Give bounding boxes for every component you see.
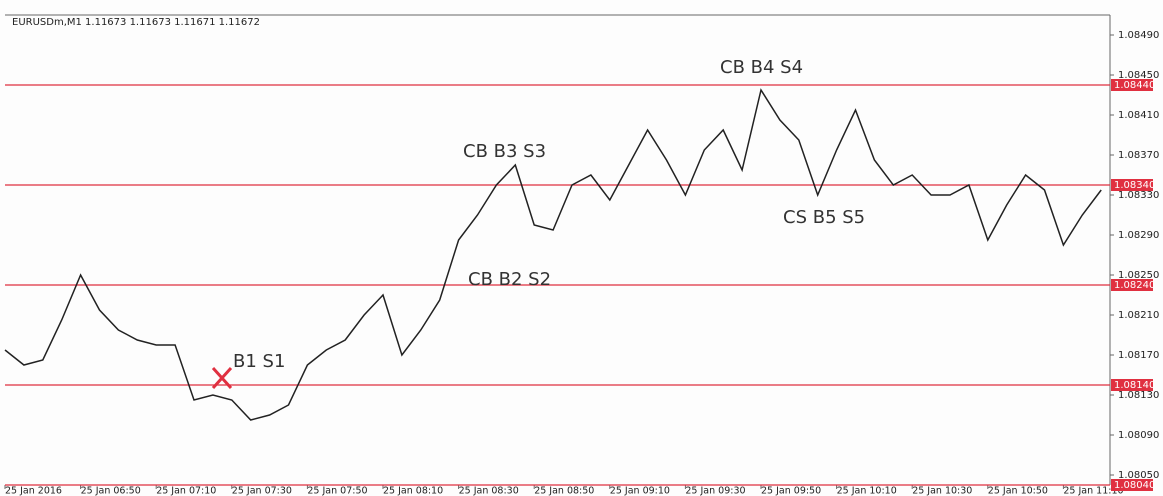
level-box: [1111, 379, 1153, 391]
level-label: 1.08240: [1114, 280, 1155, 291]
y-tick-label: 1.08050: [1118, 470, 1159, 481]
chart-title: EURUSDm,M1 1.11673 1.11673 1.11671 1.116…: [12, 17, 260, 28]
y-tick-label: 1.08370: [1118, 150, 1159, 161]
y-tick-label: 1.08090: [1118, 430, 1159, 441]
level-label: 1.08040: [1114, 480, 1155, 491]
cross-marker: [211, 366, 233, 390]
level-box: [1111, 279, 1153, 291]
x-tick-label: 25 Jan 07:50: [307, 486, 367, 496]
level-box: [1111, 179, 1153, 191]
x-tick-label: 25 Jan 06:50: [81, 486, 141, 496]
y-tick-label: 1.08170: [1118, 350, 1159, 361]
y-tick-label: 1.08130: [1118, 390, 1159, 401]
x-tick-label: 25 Jan 2016: [5, 486, 62, 496]
x-tick-label: 25 Jan 10:50: [988, 486, 1048, 496]
x-tick-label: 25 Jan 07:30: [232, 486, 292, 496]
y-tick-label: 1.08210: [1118, 310, 1159, 321]
y-tick-label: 1.08290: [1118, 230, 1159, 241]
x-tick-label: 25 Jan 07:10: [156, 486, 216, 496]
x-tick-label: 25 Jan 08:30: [459, 486, 519, 496]
level-box: [1111, 79, 1153, 91]
annotation: CB B3 S3: [463, 141, 546, 162]
y-tick-label: 1.08250: [1118, 270, 1159, 281]
y-tick-label: 1.08450: [1118, 70, 1159, 81]
level-label: 1.08140: [1114, 380, 1155, 391]
y-tick-label: 1.08330: [1118, 190, 1159, 201]
x-tick-label: 25 Jan 08:10: [383, 486, 443, 496]
x-tick-label: 25 Jan 11:10: [1063, 486, 1123, 496]
x-tick-label: 25 Jan 10:30: [912, 486, 972, 496]
x-tick-label: 25 Jan 08:50: [534, 486, 594, 496]
annotation: CS B5 S5: [783, 207, 865, 228]
level-box: [1111, 479, 1153, 491]
x-tick-label: 25 Jan 10:10: [837, 486, 897, 496]
level-label: 1.08340: [1114, 180, 1155, 191]
y-tick-label: 1.08490: [1118, 30, 1159, 41]
price-line: [4, 88, 1102, 421]
level-label: 1.08440: [1114, 80, 1155, 91]
x-tick-label: 25 Jan 09:10: [610, 486, 670, 496]
annotation: CB B4 S4: [720, 57, 803, 78]
y-tick-label: 1.08410: [1118, 110, 1159, 121]
annotation: CB B2 S2: [468, 269, 551, 290]
x-tick-label: 25 Jan 09:50: [761, 486, 821, 496]
annotation: B1 S1: [233, 351, 285, 372]
x-tick-label: 25 Jan 09:30: [685, 486, 745, 496]
